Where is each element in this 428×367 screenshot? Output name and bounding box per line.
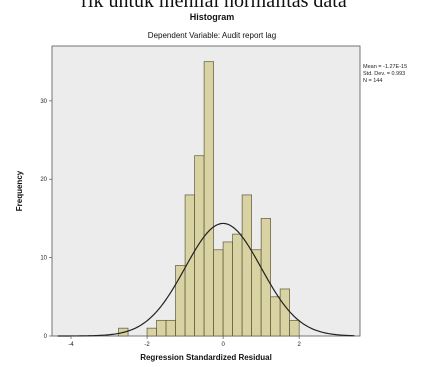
x-tick-label: -4 xyxy=(68,342,74,348)
y-tick-label: 0 xyxy=(44,334,48,340)
histogram-bar-10 xyxy=(232,233,243,337)
histogram-bar-3 xyxy=(165,319,176,337)
histogram-bar-14 xyxy=(270,296,281,337)
x-tick-label: -2 xyxy=(144,342,150,348)
chart-title: Histogram xyxy=(190,12,235,22)
histogram-bar-15 xyxy=(279,288,291,337)
x-axis-label: Regression Standardized Residual xyxy=(140,353,272,362)
y-tick-label: 10 xyxy=(40,256,47,262)
y-axis-ticks: 0 10 20 30 xyxy=(40,99,52,340)
normal-curve xyxy=(57,222,355,337)
x-axis-ticks: -4 -2 0 2 xyxy=(68,336,301,348)
x-tick-label: 0 xyxy=(221,342,225,348)
histogram-bar-8 xyxy=(213,249,224,337)
stats-line-1: Std. Dev. = 0.993 xyxy=(363,71,405,77)
x-tick-label: 2 xyxy=(297,342,301,348)
histogram-bar-1 xyxy=(146,327,157,337)
histogram-bar-2 xyxy=(156,319,167,337)
y-tick-label: 20 xyxy=(40,177,47,183)
header-text-snippet: rik untuk menilai normalitas data xyxy=(81,0,347,11)
histogram-bar-7 xyxy=(203,61,214,337)
y-tick-label: 30 xyxy=(40,99,47,105)
histogram-bar-11 xyxy=(241,194,252,337)
histogram-bar-12 xyxy=(251,249,262,337)
stats-line-0: Mean = -1.27E-15 xyxy=(363,64,407,70)
histogram-bar-9 xyxy=(222,241,233,337)
histogram-bar-16 xyxy=(289,319,300,337)
chart-subtitle: Dependent Variable: Audit report lag xyxy=(148,31,276,40)
stats-line-2: N = 144 xyxy=(363,78,382,84)
y-axis-label: Frequency xyxy=(15,170,24,211)
histogram-bar-6 xyxy=(194,155,205,337)
